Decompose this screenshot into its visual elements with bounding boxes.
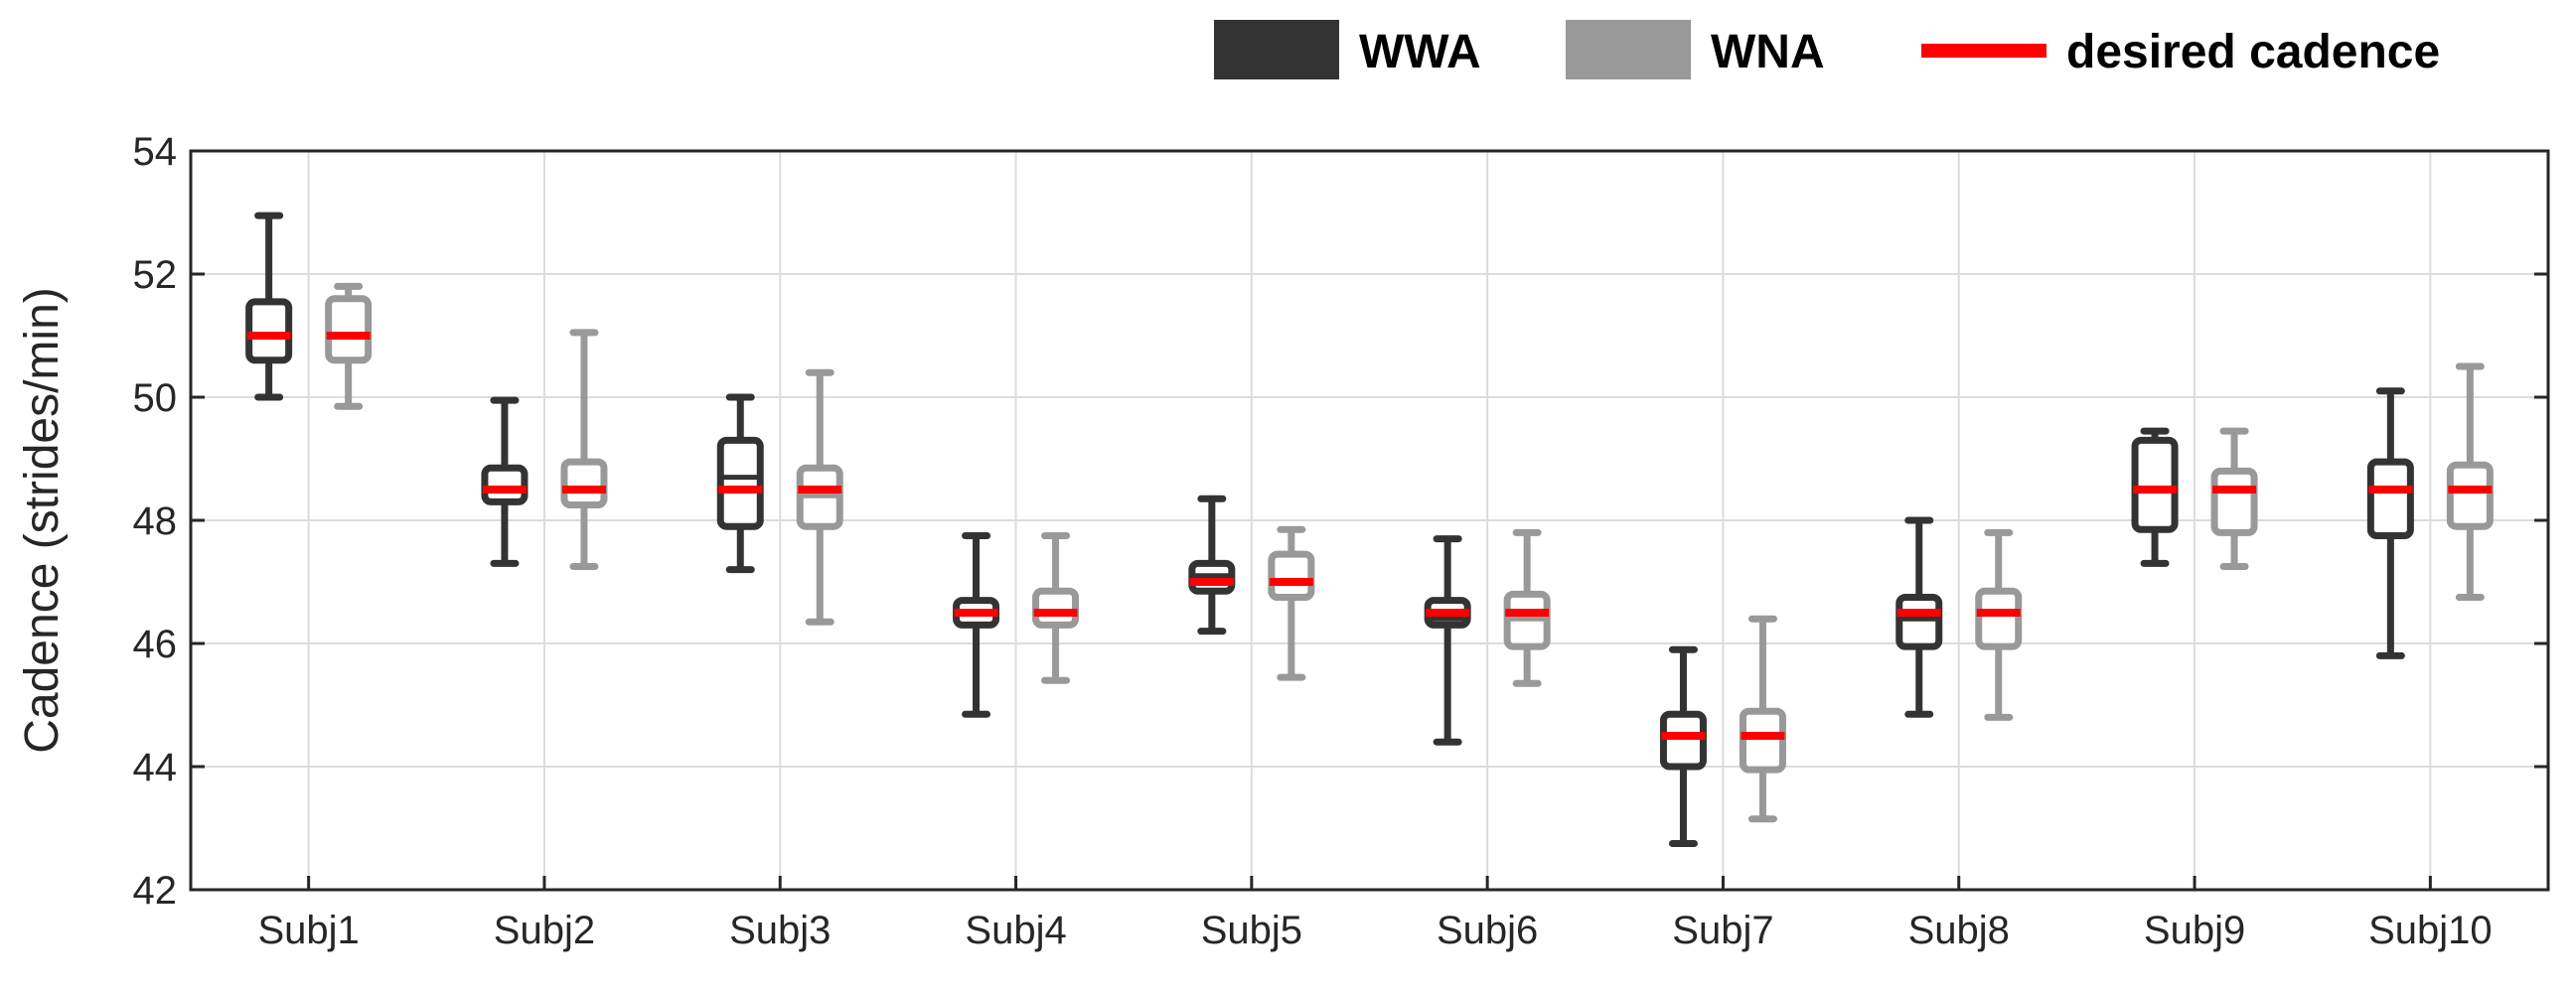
iqr-box — [716, 436, 764, 530]
iqr-box — [1032, 587, 1080, 629]
x-tick-label: Subj1 — [257, 909, 359, 952]
legend-swatch-desired-cadence — [1921, 44, 2046, 58]
wna-box — [1975, 528, 2023, 721]
iqr-box — [2210, 467, 2258, 536]
x-tick-label: Subj7 — [1672, 909, 1773, 952]
wna-box — [2446, 362, 2494, 601]
wwa-box — [1188, 495, 1236, 636]
iqr-box — [325, 295, 373, 364]
x-tick-label: Subj5 — [1201, 909, 1302, 952]
legend-label: WNA — [1711, 26, 1825, 78]
x-tick-label: Subj9 — [2144, 909, 2245, 952]
x-tick-label: Subj6 — [1437, 909, 1538, 952]
x-tick-label: Subj4 — [965, 909, 1066, 952]
y-axis-title: Cadence (strides/min) — [16, 287, 69, 754]
legend-swatch-wwa — [1214, 20, 1339, 79]
iqr-box — [2131, 436, 2179, 533]
y-tick-label: 52 — [133, 253, 178, 297]
wna-box — [1739, 615, 1786, 823]
wna-box — [796, 368, 843, 626]
legend: WWA WNA desired cadence — [1214, 20, 2440, 79]
y-tick-label: 48 — [133, 499, 178, 543]
iqr-box — [1659, 710, 1707, 771]
wna-box — [2210, 427, 2258, 570]
x-tick-label: Subj3 — [729, 909, 831, 952]
wwa-box — [1895, 516, 1943, 718]
y-tick-label: 50 — [133, 376, 178, 420]
y-tick-label: 54 — [133, 130, 178, 174]
iqr-box — [2446, 461, 2494, 530]
grid — [191, 150, 2548, 891]
wwa-box — [953, 532, 1000, 718]
iqr-box — [1739, 707, 1786, 774]
wwa-box — [481, 396, 529, 567]
wna-box — [1268, 525, 1315, 681]
wna-box — [560, 329, 608, 570]
x-tick-label: Subj8 — [1908, 909, 2010, 952]
wwa-box — [1659, 645, 1707, 847]
wna-box — [325, 282, 373, 410]
iqr-box — [1975, 587, 2023, 650]
legend-label: WWA — [1359, 26, 1481, 78]
iqr-box — [1268, 550, 1315, 601]
x-tick-label: Subj2 — [494, 909, 595, 952]
legend-label: desired cadence — [2066, 26, 2440, 78]
x-tick-label: Subj10 — [2368, 909, 2493, 952]
wwa-box — [716, 393, 764, 574]
wwa-box — [1424, 535, 1471, 746]
y-tick-label: 46 — [133, 623, 178, 666]
iqr-box — [560, 458, 608, 509]
wwa-box — [245, 212, 293, 401]
axes: Cadence (strides/min) 42 44 46 48 50 52 54 Subj… — [16, 130, 2548, 952]
wwa-box — [2366, 387, 2414, 659]
iqr-box — [1895, 594, 1943, 650]
wna-box — [1032, 532, 1080, 684]
iqr-box — [245, 298, 293, 364]
iqr-box — [2366, 458, 2414, 540]
y-tick-label: 44 — [133, 746, 178, 789]
y-tick-label: 42 — [133, 869, 178, 913]
legend-swatch-wna — [1566, 20, 1691, 79]
wna-box — [1503, 528, 1551, 687]
wwa-box — [2131, 427, 2179, 567]
iqr-box — [481, 464, 529, 505]
plot-area — [245, 212, 2494, 847]
